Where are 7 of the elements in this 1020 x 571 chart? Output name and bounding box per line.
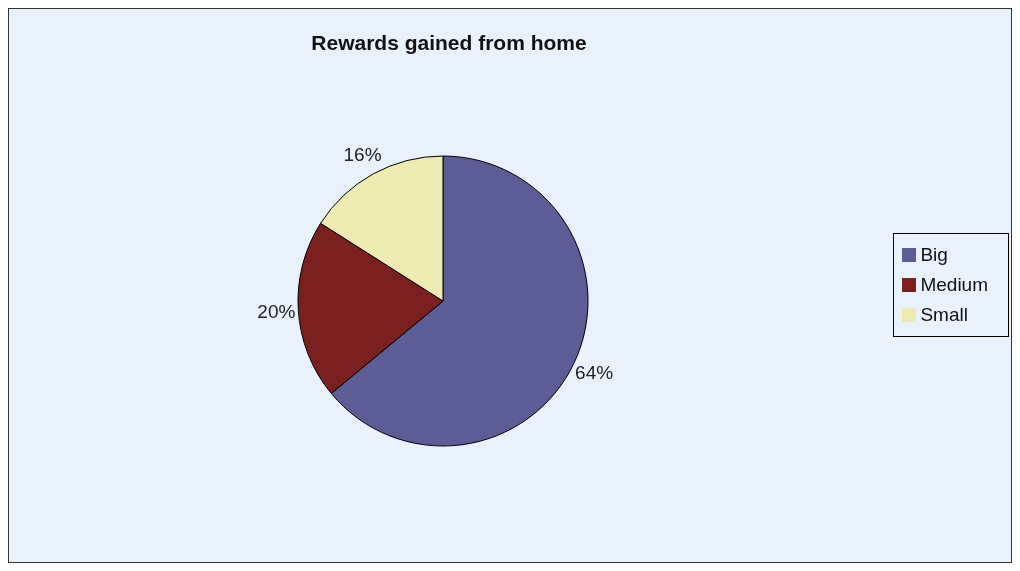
data-label: 16% <box>343 144 382 166</box>
data-label: 64% <box>575 361 614 383</box>
legend-label: Medium <box>920 273 988 295</box>
legend-label: Small <box>920 303 968 325</box>
chart-title: Rewards gained from home <box>310 31 588 55</box>
data-label: 20% <box>257 300 296 322</box>
legend-label: Big <box>920 243 948 265</box>
